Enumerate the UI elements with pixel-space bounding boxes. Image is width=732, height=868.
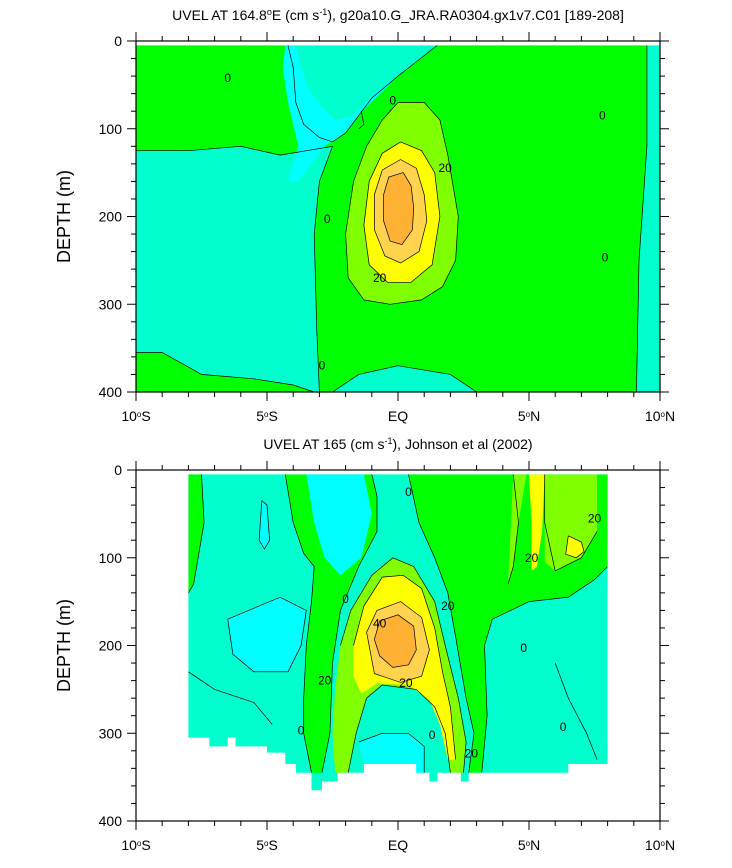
panel-2-region-12 <box>529 474 545 571</box>
panel-2-contour-line-8 <box>481 566 608 773</box>
panel-2-y-axis-label: DEPTH (m) <box>54 599 74 692</box>
panel-1-contour-label-8: 20 <box>373 271 387 285</box>
panel-1-contour-line-6 <box>332 365 477 392</box>
panel-1-x-tick-label: EQ <box>388 408 408 424</box>
panel-2-contour-label-11: 0 <box>429 728 436 742</box>
panel-2-contour-line-1 <box>188 474 205 594</box>
panel-1-region-7 <box>383 172 414 245</box>
panel-1-y-axis-label: DEPTH (m) <box>54 170 74 263</box>
panel-2-region-9 <box>508 474 527 585</box>
panel-1-contour-line-11 <box>383 172 415 246</box>
panel-2-y-tick-label: 0 <box>114 462 122 478</box>
panel-2-region-7 <box>358 733 425 773</box>
panel-2-contour-line-6 <box>188 671 273 725</box>
panel-1-contour-line-5 <box>136 352 315 392</box>
panel-2-contour-label-12: 0 <box>560 720 567 734</box>
panel-2-y-tick-label: 300 <box>99 725 123 741</box>
panel-2-region-5 <box>306 474 372 576</box>
panel-2-contour-line-18 <box>565 535 585 559</box>
panel-1-contour-line-2 <box>287 45 438 143</box>
panel-2-x-tick-label: 5oS <box>256 837 278 853</box>
panel-2-contour-line-2 <box>258 500 270 550</box>
panel-2-region-15 <box>374 614 417 668</box>
panel-1-contour-label-4: 0 <box>324 212 331 226</box>
panel-2-contour-label-2: 20 <box>588 511 602 525</box>
panel-1-x-tick-label: 10oN <box>645 408 675 424</box>
panel-2-contour-line-9 <box>358 732 425 773</box>
panel-2-contour-line-14 <box>366 601 430 683</box>
panel-1-y-tick-label: 300 <box>99 296 123 312</box>
panel-2-region-1 <box>188 474 205 593</box>
panel-1-title: UVEL AT 164.8oE (cm s-1), g20a10.G_JRA.R… <box>172 7 624 23</box>
panel-1-region-2 <box>136 352 315 392</box>
panel-2-contour-label-1: 0 <box>405 485 412 499</box>
panel-2-contour-line-17 <box>544 474 598 572</box>
panel-2-field: 0 20 20 0 20 40 0 20 20 0 0 0 20 <box>188 474 608 791</box>
panel-1-contour-label-2: 0 <box>389 94 396 108</box>
panel-2-contour-label-4: 0 <box>342 592 349 606</box>
panel-2-contour-line-3 <box>284 474 315 773</box>
panel-2-contour-line-13 <box>353 574 456 760</box>
panel-1-x-tick-label: 5oN <box>518 408 540 424</box>
panel-2-contour-line-16 <box>507 474 519 585</box>
panel-2-contour-label-9: 20 <box>399 676 413 690</box>
panel-2-y-tick-label: 100 <box>99 550 123 566</box>
panel-2-contour-line-7 <box>408 474 475 773</box>
panel-2-x-tick-label: EQ <box>388 837 408 853</box>
panel-1-contour-line-8 <box>345 102 459 305</box>
panel-2-contour-label-6: 40 <box>373 617 387 631</box>
panel-2-y-tick-label: 200 <box>99 638 123 654</box>
panel-1-contour-line-4 <box>636 45 648 392</box>
panel-1-region-3 <box>282 45 398 182</box>
panel-2-title: UVEL AT 165 (cm s-1), Johnson et al (200… <box>263 436 532 452</box>
panel-2-contour-line-11 <box>340 557 467 773</box>
panel-2-contour-label-8: 20 <box>318 674 332 688</box>
panel-2-x-tick-label: 10oS <box>121 837 150 853</box>
panel-1-contour-line-9 <box>363 141 441 283</box>
panel-1-y-tick-label: 0 <box>114 33 122 49</box>
panel-2-contour-line-4 <box>321 474 378 773</box>
panel-2-contour-label-7: 0 <box>520 641 527 655</box>
panel-1-contour-label-6: 0 <box>319 359 326 373</box>
panel-2-x-tick-label: 10oN <box>645 837 675 853</box>
panel-2-region-4 <box>259 500 270 549</box>
panel-2-contour-label-3: 20 <box>525 551 539 565</box>
panel-2-contour-line-5 <box>227 596 307 673</box>
panel-1-y-tick-label: 200 <box>99 209 123 225</box>
panel-2-contour-line-15 <box>374 614 417 668</box>
panel-1-contour-label-7: 20 <box>438 161 452 175</box>
panel-2-region-10 <box>544 474 598 571</box>
panel-1-y-tick-label: 400 <box>99 384 123 400</box>
panel-1-contour-label-3: 0 <box>599 109 606 123</box>
panel-2-contour-line-10 <box>554 662 598 760</box>
panel-2-contour-label-10: 0 <box>298 724 305 738</box>
panel-1-x-tick-label: 10oS <box>121 408 150 424</box>
panel-2-region-6 <box>227 597 307 672</box>
panel-1-contour-line-3 <box>313 146 333 392</box>
panel-2-x-tick-label: 5oN <box>518 837 540 853</box>
panel-1-field: 0 0 0 0 0 0 20 20 <box>136 45 660 392</box>
panel-1-contour-line-7 <box>358 111 365 130</box>
panel-1-contour-label-1: 0 <box>224 71 231 85</box>
panel-1-contour-label-5: 0 <box>602 251 609 265</box>
panel-2-contour-line-12 <box>347 684 451 773</box>
panel-1-y-tick-label: 100 <box>99 121 123 137</box>
panel-2-y-tick-label: 400 <box>99 813 123 829</box>
panel-1-contour-line-10 <box>374 159 428 264</box>
panel-2-contour-label-5: 20 <box>441 599 455 613</box>
panel-1-contour-line-1 <box>136 145 333 156</box>
panel-2-contour-label-13: 20 <box>465 746 479 760</box>
panel-1-x-tick-label: 5oS <box>256 408 278 424</box>
